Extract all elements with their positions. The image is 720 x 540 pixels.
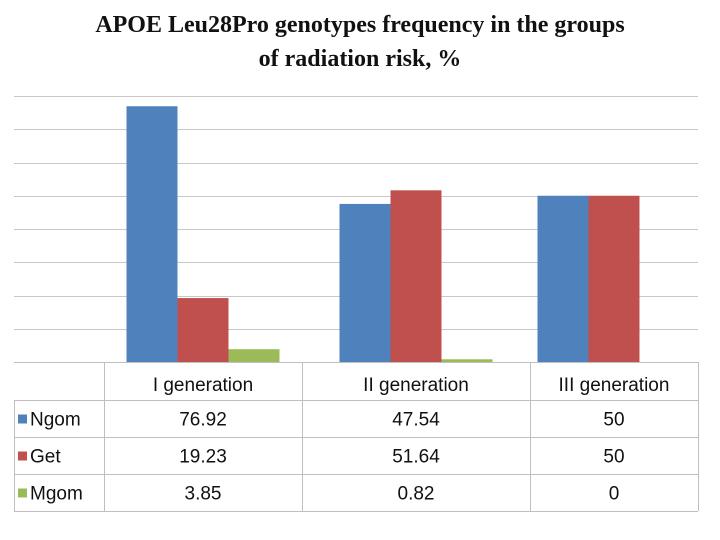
bar-get-i-generation [177,298,229,362]
legend-key-ngom [18,414,27,424]
data-label-get-i-generation: 19.23 [179,447,227,468]
bar-ngom-i-generation [126,106,178,362]
data-label-mgom-ii-generation: 0.82 [398,484,435,505]
category-label-iii-generation: III generation [559,375,670,396]
legend-label-ngom: Ngom [30,410,81,431]
data-label-ngom-iii-generation: 50 [603,410,624,431]
legend-label-mgom: Mgom [30,484,83,505]
legend-key-mgom [18,488,27,498]
bar-mgom-i-generation [228,349,280,362]
bar-ngom-iii-generation [537,195,589,362]
data-label-mgom-iii-generation: 0 [609,484,620,505]
data-label-mgom-i-generation: 3.85 [185,484,222,505]
chart-title: APOE Leu28Pro genotypes frequency in the… [0,8,720,76]
legend-key-get [18,451,27,461]
data-label-get-iii-generation: 50 [603,447,624,468]
bar-get-ii-generation [390,190,442,362]
category-label-ii-generation: II generation [363,375,469,396]
bar-mgom-ii-generation [441,359,493,362]
data-label-ngom-i-generation: 76.92 [179,410,227,431]
chart-title-line-2: of radiation risk, % [258,46,462,72]
bar-ngom-ii-generation [339,203,391,362]
data-label-ngom-ii-generation: 47.54 [392,410,440,431]
bar-get-iii-generation [588,195,640,362]
legend-label-get: Get [30,447,61,468]
chart-title-line-1: APOE Leu28Pro genotypes frequency in the… [95,12,625,38]
data-label-get-ii-generation: 51.64 [392,447,440,468]
category-label-i-generation: I generation [153,375,253,396]
